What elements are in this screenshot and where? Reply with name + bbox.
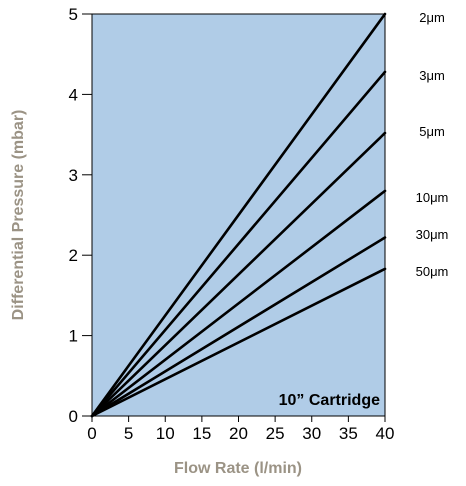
y-tick-label: 5 <box>69 5 78 24</box>
series-label-2: 5μm <box>419 124 445 139</box>
series-line-1 <box>90 70 387 418</box>
y-tick-label: 3 <box>69 166 78 185</box>
series-label-4: 30μm <box>416 227 449 242</box>
x-axis-title: Flow Rate (l/min) <box>174 460 302 477</box>
series-lines <box>90 12 387 418</box>
x-tick-label: 15 <box>192 424 211 443</box>
y-tick-label: 0 <box>69 407 78 426</box>
x-tick-label: 20 <box>229 424 248 443</box>
x-tick-label: 5 <box>124 424 133 443</box>
x-tick-label: 10 <box>156 424 175 443</box>
series-label-3: 10μm <box>416 190 449 205</box>
series-label-1: 3μm <box>419 68 445 83</box>
cartridge-annotation: 10” Cartridge <box>279 392 380 409</box>
series-labels: 2μm 3μm 5μm 10μm 30μm 50μm <box>416 10 449 279</box>
x-tick-label: 0 <box>87 424 96 443</box>
y-tick-label: 2 <box>69 246 78 265</box>
x-tick-label: 35 <box>339 424 358 443</box>
x-tick-label: 40 <box>376 424 395 443</box>
x-tick-label: 30 <box>302 424 321 443</box>
series-line-2 <box>90 131 387 418</box>
y-tick-label: 4 <box>69 85 78 104</box>
series-line-4 <box>90 236 387 418</box>
series-label-0: 2μm <box>419 10 445 25</box>
series-label-5: 50μm <box>416 264 449 279</box>
axes: 0 5 10 15 20 25 30 35 40 0 1 2 3 4 5 <box>69 5 395 443</box>
series-line-0 <box>90 12 387 418</box>
series-line-3 <box>90 189 387 418</box>
x-tick-label: 25 <box>266 424 285 443</box>
series-line-5 <box>90 267 387 418</box>
y-axis-title: Differential Pressure (mbar) <box>10 110 27 321</box>
y-tick-label: 1 <box>69 327 78 346</box>
